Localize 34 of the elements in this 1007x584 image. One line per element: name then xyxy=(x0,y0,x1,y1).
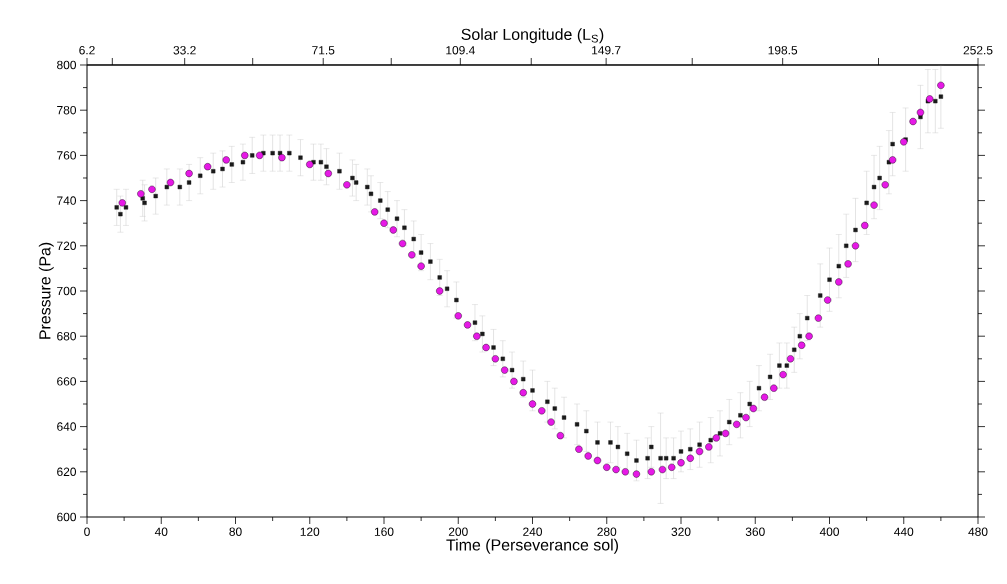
x2-tick-label: 252.5 xyxy=(963,46,993,55)
x-tick-label: 280 xyxy=(597,527,617,536)
x2-tick-label: 149.7 xyxy=(592,46,621,55)
x-tick-label: 400 xyxy=(819,527,840,536)
x2-tick-label: 33.2 xyxy=(173,46,196,55)
x2-tick-label: 109.4 xyxy=(446,46,475,55)
y-axis-title: Pressure (Pa) xyxy=(38,242,54,339)
x-tick-label: 0 xyxy=(84,527,90,536)
x2-axis-title: Solar Longitude (L$_{S}$) xyxy=(461,28,604,44)
x-tick-label: 200 xyxy=(448,527,468,536)
x2-tick-label: 198.5 xyxy=(768,46,798,55)
x-tick-label: 480 xyxy=(968,527,988,536)
x-tick-label: 320 xyxy=(671,527,691,536)
y-tick-label: 640 xyxy=(57,422,77,431)
y-tick-label: 740 xyxy=(57,196,77,205)
x-tick-label: 440 xyxy=(894,527,914,536)
y-tick-label: 700 xyxy=(57,286,77,296)
y-tick-label: 800 xyxy=(57,60,77,70)
y-tick-label: 620 xyxy=(57,467,77,477)
y-tick-label: 680 xyxy=(57,331,77,341)
y-tick-label: 720 xyxy=(57,241,77,251)
x-tick-label: 40 xyxy=(154,527,168,536)
y-tick-label: 660 xyxy=(57,377,77,386)
x2-tick-label: 6.2 xyxy=(79,46,95,55)
x2-tick-label: 71.5 xyxy=(312,46,335,55)
y-tick-label: 760 xyxy=(57,151,77,160)
y-tick-label: 600 xyxy=(57,512,77,522)
y-tick-label: 780 xyxy=(57,105,77,115)
x-tick-label: 120 xyxy=(300,527,320,536)
x-tick-label: 240 xyxy=(523,527,543,536)
x-tick-label: 360 xyxy=(745,527,765,536)
x-tick-label: 80 xyxy=(229,527,242,536)
x-tick-label: 160 xyxy=(374,527,394,536)
x-axis-title: Time (Perseverance sol) xyxy=(446,538,618,554)
